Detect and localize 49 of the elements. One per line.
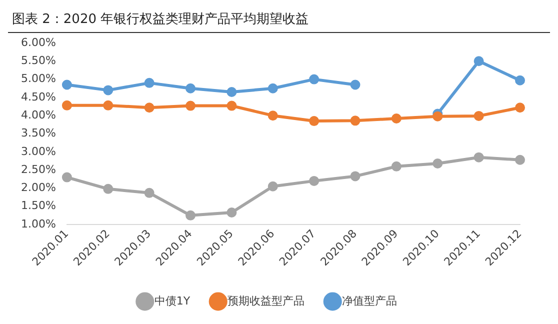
point xyxy=(186,210,196,220)
point xyxy=(62,100,72,110)
y-tick-label: 3.50% xyxy=(20,126,56,140)
y-tick-label: 2.00% xyxy=(20,181,56,194)
point xyxy=(226,100,237,111)
point xyxy=(186,83,196,94)
point xyxy=(474,152,484,162)
y-tick-label: 5.50% xyxy=(20,54,56,68)
point xyxy=(309,116,320,126)
point xyxy=(515,154,525,165)
point xyxy=(309,74,320,84)
point xyxy=(62,172,72,182)
point xyxy=(144,78,154,88)
y-tick-label: 6.00% xyxy=(20,36,56,49)
point xyxy=(350,171,360,182)
y-tick-label: 5.00% xyxy=(20,72,56,86)
point xyxy=(144,188,154,198)
point xyxy=(474,56,484,66)
point xyxy=(268,110,278,121)
y-tick-label: 4.50% xyxy=(20,90,56,104)
point xyxy=(515,75,525,86)
point xyxy=(103,184,114,194)
point xyxy=(474,110,484,121)
y-tick-label: 4.00% xyxy=(20,108,56,122)
point xyxy=(391,161,402,172)
point xyxy=(144,102,154,113)
y-tick-label: 1.00% xyxy=(20,217,56,230)
point xyxy=(268,181,278,192)
y-tick-label: 3.00% xyxy=(20,144,56,158)
point xyxy=(515,102,525,113)
point xyxy=(391,114,402,124)
point xyxy=(309,176,320,186)
point xyxy=(432,111,443,122)
chart-title: 图表 2：2020 年银行权益类理财产品平均期望收益 xyxy=(8,8,550,33)
y-tick-label: 1.50% xyxy=(20,199,56,212)
point xyxy=(103,85,114,96)
point xyxy=(432,158,443,169)
point xyxy=(268,83,278,94)
point xyxy=(350,80,360,90)
y-tick-label: 2.50% xyxy=(20,162,56,176)
legend-label: 净值型产品 xyxy=(342,294,398,308)
legend-label: 中债1Y xyxy=(154,294,190,308)
point xyxy=(226,208,237,218)
point xyxy=(103,100,114,110)
legend-label: 预期收益型产品 xyxy=(228,294,305,308)
point xyxy=(186,100,196,111)
point xyxy=(350,116,360,126)
point xyxy=(226,87,237,98)
point xyxy=(62,80,72,90)
